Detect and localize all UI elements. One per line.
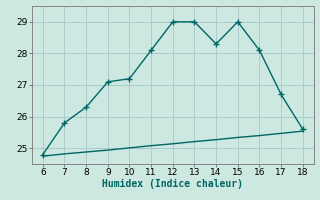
X-axis label: Humidex (Indice chaleur): Humidex (Indice chaleur)	[102, 179, 243, 189]
